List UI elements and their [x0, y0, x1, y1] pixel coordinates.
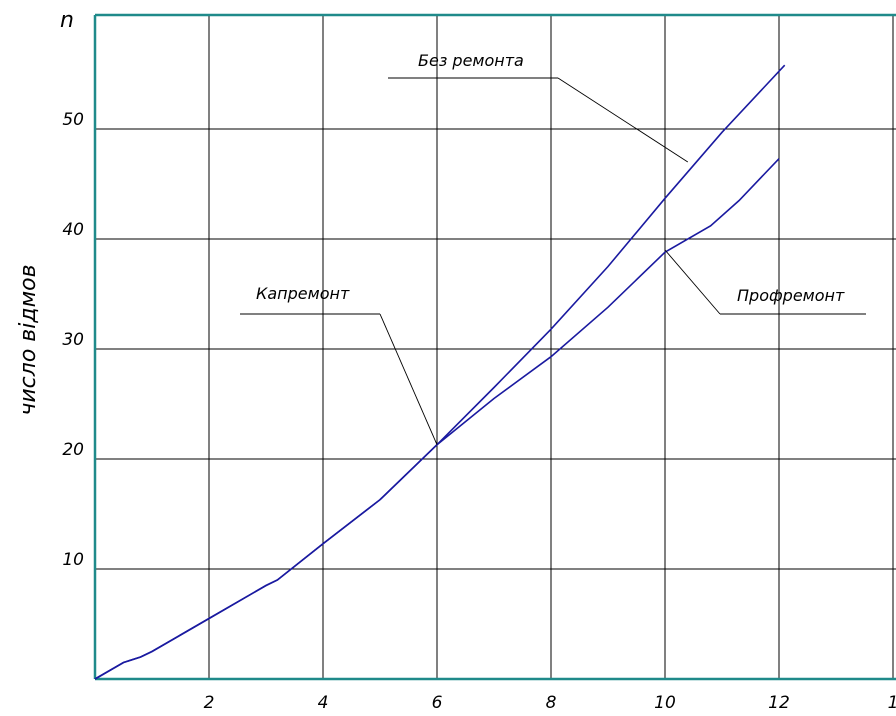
- x-tick-label: 1: [888, 693, 896, 713]
- grid-lines: [95, 15, 896, 679]
- annotation-leader: [664, 249, 721, 315]
- y-axis-label: число відмов: [16, 264, 41, 415]
- x-tick-label: 12: [768, 693, 790, 713]
- axes: [93, 13, 896, 681]
- tick-labels: 2 4 6 8 10 12 1 10 20 30 40 50: [62, 110, 896, 713]
- x-tick-label: 2: [204, 693, 215, 713]
- y-tick-label: 50: [62, 110, 84, 130]
- x-tick-label: 10: [654, 693, 676, 713]
- y-tick-label: 40: [62, 220, 84, 240]
- annotation-label: Профремонт: [737, 286, 845, 305]
- annotation-label: Капремонт: [256, 284, 350, 303]
- x-tick-label: 6: [432, 693, 443, 713]
- series-line-2: [94, 158, 780, 680]
- y-tick-label: 30: [62, 330, 84, 350]
- annotation-leader: [379, 313, 438, 445]
- annotation-leader: [557, 77, 689, 163]
- annotations: Без ремонта Капремонт Профремонт: [240, 51, 866, 445]
- y-tick-label: 20: [62, 440, 84, 460]
- y-axis-symbol: n: [60, 8, 74, 33]
- x-tick-label: 4: [318, 693, 329, 713]
- y-tick-label: 10: [62, 550, 84, 570]
- annotation-label: Без ремонта: [418, 51, 524, 70]
- x-tick-label: 8: [546, 693, 557, 713]
- series-lines: [94, 64, 786, 680]
